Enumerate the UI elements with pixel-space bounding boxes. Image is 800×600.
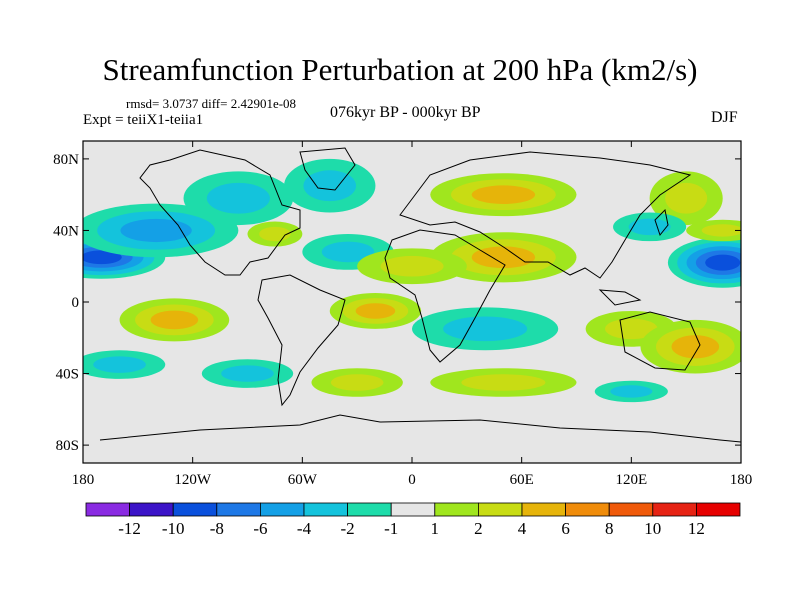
- colorbar-label: -8: [210, 519, 224, 538]
- field-contour: [671, 335, 720, 359]
- y-tick-label: 40S: [56, 367, 79, 383]
- field-contour: [321, 241, 375, 263]
- colorbar-box: [347, 502, 392, 517]
- coastline-north-america: [139, 149, 301, 276]
- x-tick-label: 60E: [510, 472, 534, 488]
- colorbar-box: [608, 502, 654, 517]
- rmsd-diff-label: rmsd= 3.0737 diff= 2.42901e-08: [126, 96, 297, 111]
- coastline-eurasia: [399, 151, 692, 279]
- colorbar-boxes: [85, 502, 741, 517]
- field-layer: [83, 158, 741, 403]
- field-contour: [610, 385, 653, 398]
- colorbar-box: [390, 502, 436, 517]
- y-tick-label: 80N: [53, 152, 79, 168]
- coastline-antarctica: [99, 414, 741, 443]
- x-axis: 180 120W 60W 0 60E 120E 180: [72, 141, 753, 488]
- chart-title: Streamfunction Perturbation at 200 hPa (…: [102, 52, 698, 87]
- period-label: 076kyr BP - 000kyr BP: [330, 104, 481, 121]
- coastline-indonesia: [598, 289, 642, 306]
- field-contour: [380, 255, 444, 277]
- x-tick-label: 120E: [615, 472, 647, 488]
- experiment-label: Expt = teiiX1-teiia1: [83, 112, 204, 128]
- colorbar-label: -10: [162, 519, 185, 538]
- field-contour: [150, 310, 199, 330]
- y-tick-label: 40N: [53, 223, 79, 239]
- x-tick-label: 180: [730, 472, 753, 488]
- field-contour: [221, 365, 274, 382]
- colorbar-label: -4: [297, 519, 312, 538]
- x-tick-label: 60W: [288, 472, 318, 488]
- y-tick-label: 80S: [56, 438, 79, 454]
- colorbar-label: -12: [118, 519, 141, 538]
- colorbar-box: [303, 502, 348, 517]
- colorbar-box: [652, 502, 697, 517]
- coastline-australia: [619, 311, 701, 371]
- colorbar-label: -2: [341, 519, 355, 538]
- field-contour: [605, 318, 658, 340]
- colorbar-box: [259, 502, 305, 517]
- field-contour: [93, 356, 146, 373]
- colorbar-label: -6: [253, 519, 267, 538]
- field-contour: [665, 182, 708, 214]
- colorbar-box: [85, 502, 130, 517]
- field-contour: [83, 250, 122, 265]
- field-contour: [355, 303, 396, 319]
- colorbar-box: [434, 502, 479, 517]
- colorbar-box: [565, 502, 610, 517]
- coastline-africa: [384, 229, 506, 363]
- y-tick-label: 0: [72, 295, 80, 311]
- field-contour: [628, 218, 671, 236]
- season-label: DJF: [711, 109, 738, 126]
- coastline-south-america: [257, 274, 346, 407]
- field-contour: [206, 182, 270, 214]
- colorbar-label: 2: [474, 519, 483, 538]
- colorbar-label: 10: [644, 519, 661, 538]
- field-contour: [330, 374, 384, 391]
- colorbar-box: [216, 502, 261, 517]
- coastline-greenland: [299, 147, 356, 191]
- coastlines: [99, 147, 741, 443]
- colorbar-box: [129, 502, 174, 517]
- colorbar-box: [477, 502, 523, 517]
- colorbar-label: -1: [384, 519, 398, 538]
- colorbar-box: [696, 502, 741, 517]
- field-contour: [705, 254, 741, 271]
- field-contour: [701, 224, 741, 237]
- colorbar-label: 1: [431, 519, 440, 538]
- colorbar-label: 8: [605, 519, 614, 538]
- x-tick-label: 180: [72, 472, 95, 488]
- colorbar-label: 4: [518, 519, 527, 538]
- colorbar-label: 6: [561, 519, 570, 538]
- field-contour: [303, 170, 357, 202]
- x-tick-label: 120W: [174, 472, 212, 488]
- colorbar-box: [521, 502, 566, 517]
- colorbar-box: [172, 502, 218, 517]
- coastline-japan: [654, 208, 669, 237]
- x-tick-label: 0: [408, 472, 416, 488]
- field-contour: [443, 316, 528, 342]
- field-contour: [471, 246, 536, 269]
- colorbar-label: 12: [688, 519, 705, 538]
- colorbar-labels: -12 -10 -8 -6 -4 -2 -1 1 2 4 6 8 10 12: [118, 519, 705, 538]
- field-contour: [120, 218, 192, 243]
- field-contour: [471, 185, 536, 204]
- y-axis: 80N 40N 0 40S 80S: [53, 152, 741, 454]
- field-contour: [461, 374, 546, 391]
